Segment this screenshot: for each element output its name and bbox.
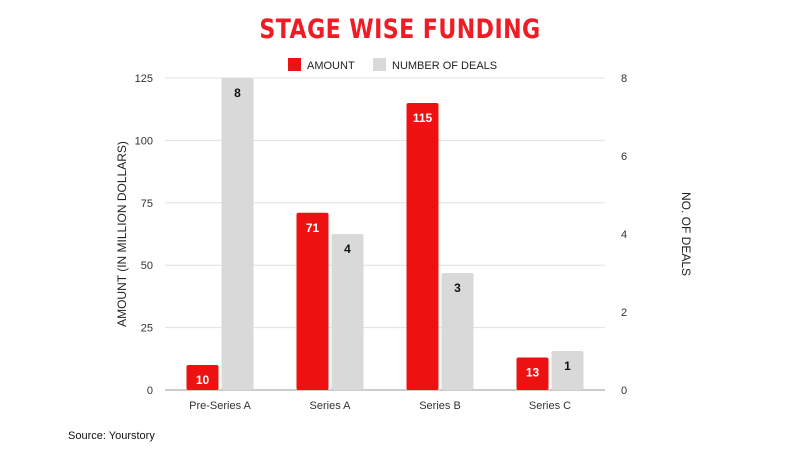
data-label-amount: 115 [413,111,433,125]
y-tick-label: 100 [135,135,153,147]
bar-deals [331,234,364,390]
data-label-deals: 1 [564,359,571,373]
bar-amount [296,212,329,390]
bar-deals [551,351,584,390]
legend-label-amount: AMOUNT [307,60,355,72]
x-tick-label: Series C [529,400,571,412]
y-tick-label: 0 [147,385,153,397]
legend-swatch-amount [288,58,301,71]
data-label-amount: 71 [306,221,320,235]
y-tick-label: 50 [141,260,153,272]
source-note: Source: Yourstory [68,430,155,442]
y-tick-label: 25 [141,323,153,335]
chart-title: STAGE WISE FUNDING [259,14,541,45]
y-tick-label: 125 [135,73,153,85]
bar-amount [186,365,219,390]
legend-label-deals: NUMBER OF DEALS [392,60,497,72]
y2-tick-label: 4 [621,229,627,241]
bar-deals [221,78,254,390]
legend-swatch-deals [373,58,386,71]
y2-axis-title: NO. OF DEALS [679,192,693,276]
data-label-deals: 8 [234,86,241,100]
data-label-amount: 13 [526,366,540,380]
bar-amount [516,357,549,390]
data-label-amount: 10 [196,373,210,387]
y-axis-title: AMOUNT (IN MILLION DOLLARS) [115,141,129,327]
data-label-deals: 3 [454,281,461,295]
y2-tick-label: 8 [621,73,627,85]
x-tick-label: Series B [419,400,461,412]
bar-amount [406,102,439,391]
data-label-deals: 4 [344,242,351,256]
x-tick-label: Pre-Series A [189,400,251,412]
x-tick-label: Series A [310,400,352,412]
y2-tick-label: 2 [621,307,627,319]
bar-deals [441,273,474,390]
y2-tick-label: 6 [621,151,627,163]
y-tick-label: 75 [141,198,153,210]
y2-tick-label: 0 [621,385,627,397]
